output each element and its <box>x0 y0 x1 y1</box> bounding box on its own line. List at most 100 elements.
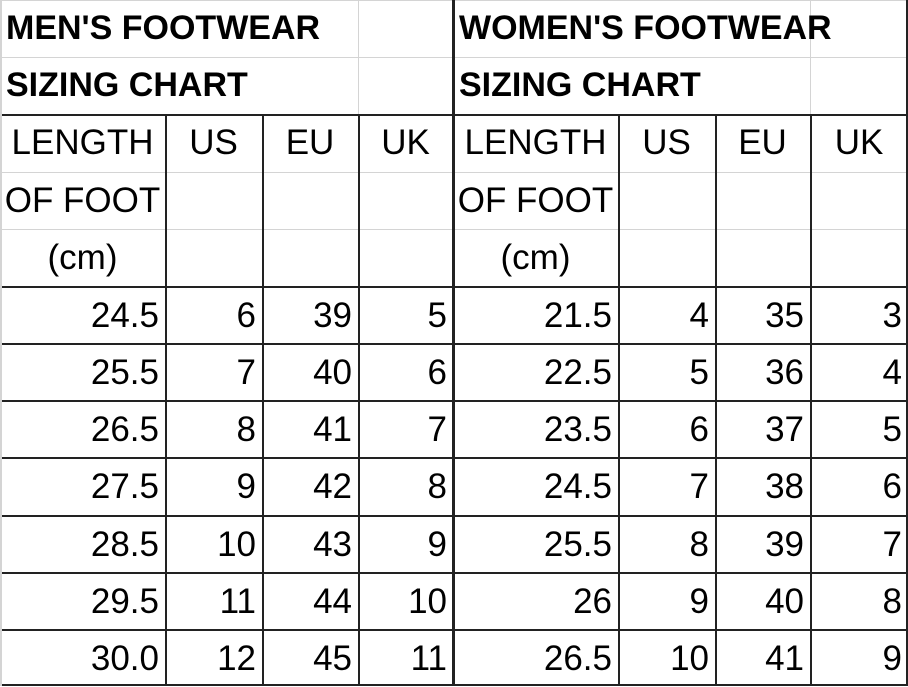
table-cell: 4 <box>882 353 902 392</box>
sheet-title: MEN'S FOOTWEAR <box>6 9 321 47</box>
table-cell: 23.5 <box>543 410 612 450</box>
table-cell: 44 <box>313 581 352 621</box>
table-cell: 10 <box>408 581 447 621</box>
grid-line <box>0 57 453 59</box>
grid-line <box>0 400 453 403</box>
table-cell: 36 <box>765 353 804 392</box>
grid-line <box>810 114 812 686</box>
table-cell: 6 <box>236 295 256 335</box>
grid-line <box>0 343 453 345</box>
grid-line <box>165 114 167 686</box>
column-header: OF FOOT <box>4 180 161 220</box>
table-cell: 29.5 <box>90 581 159 621</box>
table-cell: 39 <box>765 524 804 564</box>
table-cell: 30.0 <box>90 638 159 678</box>
table-cell: 10 <box>670 638 709 678</box>
table-cell: 10 <box>217 524 256 564</box>
table-cell: 7 <box>882 524 902 564</box>
grid-line <box>453 400 908 403</box>
table-cell: 11 <box>410 638 447 678</box>
table-cell: 40 <box>765 581 804 621</box>
grid-line <box>453 57 908 59</box>
table-cell: 5 <box>689 353 709 392</box>
table-cell: 27.5 <box>90 467 159 507</box>
table-cell: 3 <box>882 295 902 335</box>
table-cell: 7 <box>689 467 709 507</box>
grid-line <box>715 114 717 686</box>
table-cell: 6 <box>427 353 447 392</box>
grid-line <box>453 343 908 345</box>
grid-line <box>0 684 908 686</box>
grid-line <box>453 171 908 173</box>
table-cell: 37 <box>765 410 804 450</box>
grid-line <box>0 628 453 631</box>
table-cell: 22.5 <box>543 353 612 392</box>
table-cell: 25.5 <box>90 353 159 392</box>
grid-line <box>453 114 908 117</box>
table-cell: 9 <box>689 581 709 621</box>
table-cell: 41 <box>313 410 352 450</box>
grid-line <box>453 457 908 460</box>
column-header: US <box>189 123 238 163</box>
table-cell: 24.5 <box>543 467 612 507</box>
column-header: (cm) <box>47 237 118 277</box>
grid-line <box>262 114 264 686</box>
grid-line <box>452 0 455 686</box>
table-cell: 5 <box>882 410 902 450</box>
grid-line <box>0 571 453 574</box>
table-cell: 9 <box>427 524 447 564</box>
table-cell: 25.5 <box>543 524 612 564</box>
grid-line <box>906 0 908 686</box>
column-header: (cm) <box>500 237 571 277</box>
table-cell: 9 <box>236 467 256 507</box>
grid-line <box>358 114 360 686</box>
table-cell: 5 <box>427 295 447 335</box>
table-cell: 4 <box>689 295 709 335</box>
table-cell: 6 <box>882 467 902 507</box>
table-cell: 26.5 <box>543 638 612 678</box>
column-header: LENGTH <box>11 123 154 163</box>
column-header: EU <box>285 123 335 163</box>
table-cell: 21.5 <box>543 295 612 335</box>
grid-line <box>0 0 2 686</box>
grid-line <box>453 285 908 288</box>
table-cell: 43 <box>313 524 352 564</box>
grid-line <box>0 228 453 230</box>
table-cell: 8 <box>882 581 902 621</box>
column-header: UK <box>834 123 884 163</box>
sheet-title: SIZING CHART <box>6 66 248 105</box>
grid-line <box>453 514 908 517</box>
table-cell: 35 <box>765 295 804 335</box>
column-header: EU <box>738 123 787 163</box>
sheet-title: WOMEN'S FOOTWEAR <box>459 9 832 47</box>
grid-line <box>0 514 453 517</box>
table-cell: 38 <box>765 467 804 507</box>
table-cell: 26.5 <box>90 410 159 450</box>
table-cell: 6 <box>689 410 709 450</box>
grid-line <box>810 0 811 115</box>
table-cell: 39 <box>313 295 352 335</box>
grid-line <box>453 628 908 631</box>
grid-line <box>0 457 453 460</box>
grid-line <box>0 285 453 288</box>
grid-line <box>453 571 908 574</box>
column-header: LENGTH <box>464 123 607 163</box>
grid-line <box>453 228 908 230</box>
grid-line <box>358 0 359 115</box>
table-cell: 41 <box>765 638 804 678</box>
table-cell: 12 <box>217 638 256 678</box>
column-header: US <box>642 123 691 163</box>
table-cell: 9 <box>882 638 902 678</box>
column-header: OF FOOT <box>457 180 614 220</box>
table-cell: 45 <box>313 638 352 678</box>
table-cell: 42 <box>313 467 352 507</box>
table-cell: 7 <box>427 410 447 450</box>
table-cell: 40 <box>313 353 352 392</box>
table-cell: 28.5 <box>90 524 159 564</box>
table-cell: 8 <box>236 410 256 450</box>
column-header: UK <box>381 123 430 163</box>
table-cell: 7 <box>236 353 256 392</box>
grid-line <box>0 114 453 117</box>
table-cell: 26 <box>573 581 612 621</box>
